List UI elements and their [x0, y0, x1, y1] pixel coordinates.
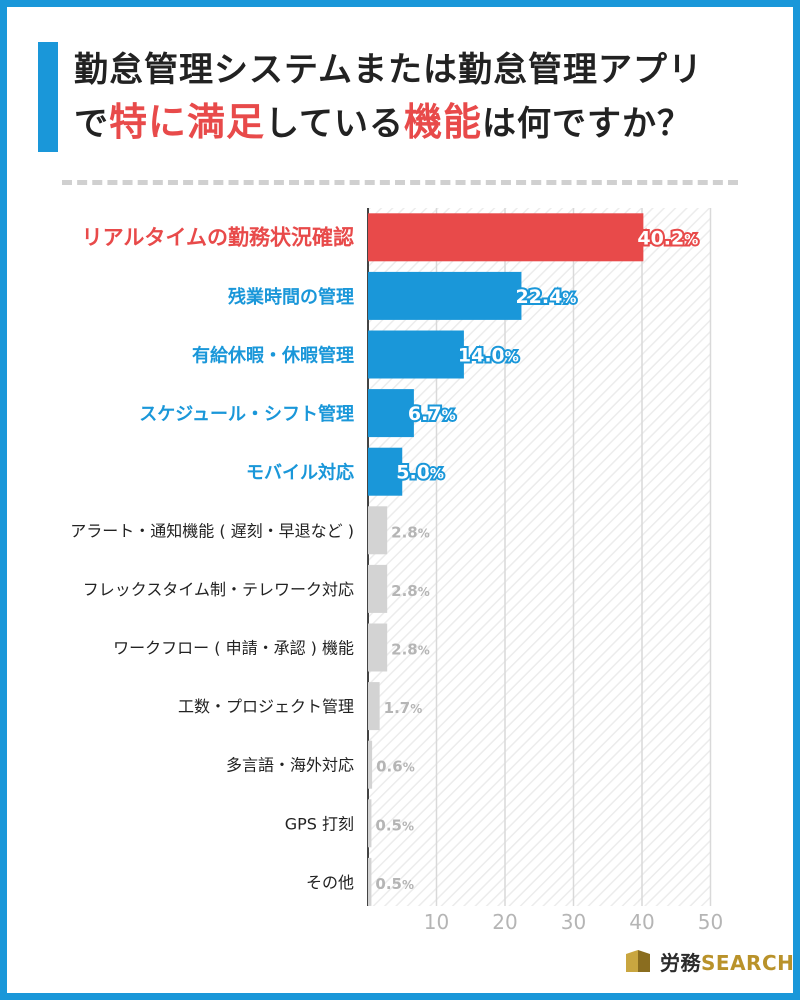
- divider-dashed: [62, 180, 738, 185]
- category-label: GPS 打刻: [285, 814, 354, 833]
- value-label: 6.7%: [408, 403, 456, 425]
- value-number: 14.0: [458, 345, 505, 367]
- value-label: 40.2%: [637, 227, 698, 249]
- brand-logo: 労務SEARCH: [624, 946, 794, 976]
- title-part-1: で: [74, 104, 109, 144]
- value-number: 40.2: [637, 227, 684, 249]
- value-number: 1.7: [384, 699, 411, 717]
- value-unit: %: [418, 644, 430, 658]
- value-unit: %: [430, 467, 444, 483]
- brand-name: 労務SEARCH: [660, 947, 794, 976]
- bar-0: [368, 213, 644, 262]
- category-label: 工数・プロジェクト管理: [178, 697, 354, 716]
- value-label: 2.8%: [391, 582, 430, 600]
- value-label: 14.0%: [458, 345, 519, 367]
- bar-6: [368, 564, 388, 613]
- value-label: 0.6%: [376, 758, 415, 776]
- x-tick-label: 50: [698, 910, 723, 934]
- value-label: 5.0%: [396, 462, 444, 484]
- title-part-2: している: [265, 104, 404, 144]
- value-unit: %: [562, 291, 576, 307]
- bar-4: [368, 447, 403, 496]
- value-unit: %: [410, 702, 422, 716]
- value-number: 0.5: [375, 816, 402, 834]
- title-accent-bar: [38, 42, 58, 152]
- value-number: 2.8: [391, 523, 418, 541]
- bar-11: [368, 857, 372, 906]
- value-unit: %: [418, 585, 430, 599]
- value-number: 5.0: [396, 462, 430, 484]
- value-unit: %: [505, 350, 519, 366]
- value-label: 0.5%: [375, 816, 414, 834]
- category-label: フレックスタイム制・テレワーク対応: [83, 580, 354, 599]
- bar-7: [368, 623, 388, 672]
- value-label: 2.8%: [391, 523, 430, 541]
- value-unit: %: [442, 408, 456, 424]
- value-label: 0.5%: [375, 875, 414, 893]
- category-label: リアルタイムの勤務状況確認: [82, 225, 354, 249]
- category-label: 有給休暇・休暇管理: [192, 345, 354, 367]
- bar-1: [368, 271, 522, 320]
- category-label: スケジュール・シフト管理: [139, 403, 354, 425]
- title-part-3: は何ですか？: [482, 104, 693, 144]
- value-label: 2.8%: [391, 641, 430, 659]
- value-number: 2.8: [391, 641, 418, 659]
- value-number: 0.5: [375, 875, 402, 893]
- category-label: 多言語・海外対応: [226, 756, 354, 775]
- value-label: 1.7%: [384, 699, 423, 717]
- value-unit: %: [684, 232, 698, 248]
- value-unit: %: [403, 761, 415, 775]
- category-label: ワークフロー ( 申請・承認 ) 機能: [113, 639, 354, 658]
- category-label: その他: [306, 873, 354, 892]
- title-highlight-1: 特に満足: [109, 100, 266, 144]
- category-label: モバイル対応: [246, 462, 354, 484]
- bar-3: [368, 389, 414, 438]
- x-tick-label: 20: [492, 910, 517, 934]
- value-unit: %: [402, 819, 414, 833]
- bar-2: [368, 330, 464, 379]
- plot-background: [368, 208, 711, 906]
- title-highlight-2: 機能: [404, 100, 483, 144]
- value-number: 2.8: [391, 582, 418, 600]
- value-number: 0.6: [376, 758, 403, 776]
- x-tick-label: 30: [561, 910, 586, 934]
- bar-5: [368, 506, 388, 555]
- bar-10: [368, 799, 372, 848]
- x-tick-label: 10: [424, 910, 449, 934]
- bar-8: [368, 682, 380, 731]
- chart-title: 勤怠管理システムまたは勤怠管理アプリ で特に満足している機能は何ですか？: [74, 44, 774, 150]
- book-icon: [626, 950, 650, 972]
- value-unit: %: [418, 526, 430, 540]
- brand-name-jp: 労務: [660, 950, 701, 975]
- value-number: 6.7: [408, 403, 442, 425]
- value-number: 22.4: [515, 286, 562, 308]
- brand-name-en: SEARCH: [701, 950, 795, 975]
- title-line-2: で特に満足している機能は何ですか？: [74, 96, 774, 150]
- value-unit: %: [402, 878, 414, 892]
- bar-9: [368, 740, 373, 789]
- category-label: アラート・通知機能 ( 遅刻・早退など ): [70, 521, 354, 540]
- category-label: 残業時間の管理: [228, 286, 354, 308]
- x-tick-label: 40: [629, 910, 654, 934]
- title-line-1: 勤怠管理システムまたは勤怠管理アプリ: [74, 50, 703, 90]
- value-label: 22.4%: [515, 286, 576, 308]
